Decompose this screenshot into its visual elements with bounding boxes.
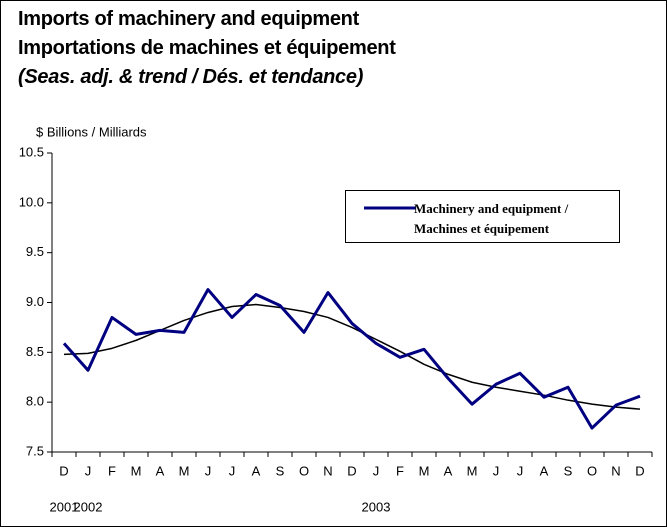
year-label: 2001	[50, 499, 79, 514]
x-tick-label: J	[493, 463, 500, 478]
y-tick-label: 8.5	[26, 344, 44, 359]
series-line	[62, 288, 641, 430]
x-tick-label: N	[323, 463, 332, 478]
x-tick-label: S	[564, 463, 573, 478]
x-tick-label: J	[229, 463, 236, 478]
legend-swatch	[364, 206, 416, 210]
x-tick-label: F	[108, 463, 116, 478]
x-tick-label: A	[540, 463, 549, 478]
x-tick-label: A	[252, 463, 261, 478]
x-tick-label: M	[419, 463, 430, 478]
chart-title: Imports of machinery and equipment	[18, 8, 359, 30]
x-tick-label: N	[611, 463, 620, 478]
x-tick-label: O	[299, 463, 309, 478]
y-tick-label: 10.0	[19, 194, 44, 209]
x-tick-label: F	[396, 463, 404, 478]
x-tick-label: O	[587, 463, 597, 478]
y-tick-label: 7.5	[26, 443, 44, 458]
y-tick-label: 9.5	[26, 244, 44, 259]
x-tick-label: D	[347, 463, 356, 478]
x-tick-label: M	[179, 463, 190, 478]
y-axis-label: $ Billions / Milliards	[36, 124, 147, 139]
legend: Machinery and equipment / Machines et éq…	[345, 190, 620, 243]
x-tick-label: D	[635, 463, 644, 478]
x-tick-label: M	[131, 463, 142, 478]
x-tick-label: J	[205, 463, 212, 478]
y-tick-label: 9.0	[26, 294, 44, 309]
x-tick-label: S	[276, 463, 285, 478]
x-tick-label: M	[467, 463, 478, 478]
x-tick-label: A	[444, 463, 453, 478]
x-tick-label: J	[85, 463, 92, 478]
x-tick-label: J	[373, 463, 380, 478]
y-tick-label: 10.5	[19, 144, 44, 159]
x-tick-label: A	[156, 463, 165, 478]
x-tick-label: D	[59, 463, 68, 478]
year-label: 2003	[362, 499, 391, 514]
x-tick-label: J	[517, 463, 524, 478]
y-tick-label: 8.0	[26, 394, 44, 409]
year-label: 2002	[74, 499, 103, 514]
chart-subtitle: Importations de machines et équipement	[18, 37, 396, 59]
legend-label: Machinery and equipment / Machines et éq…	[414, 201, 569, 236]
chart-note: (Seas. adj. & trend / Dés. et tendance)	[18, 66, 364, 88]
